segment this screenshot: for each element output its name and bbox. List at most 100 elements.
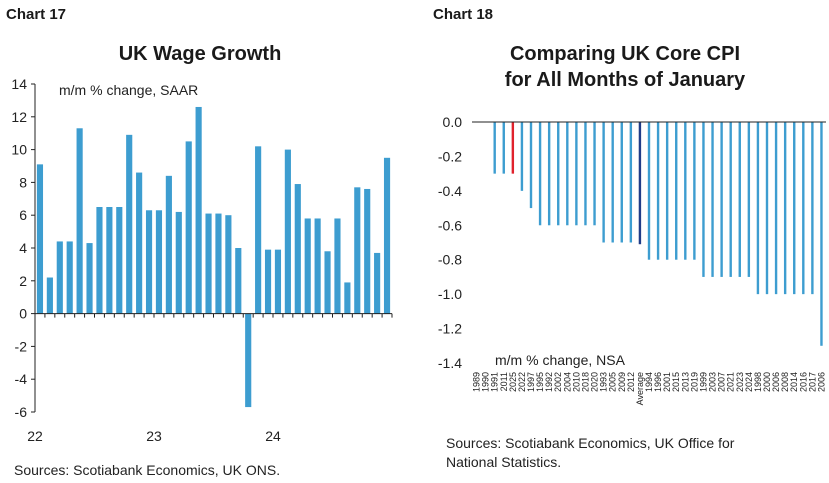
chart18-x-label: 2002 [553, 372, 563, 392]
chart18-bar [711, 122, 714, 277]
chart17-bar [195, 106, 202, 314]
chart17-bar [294, 184, 301, 314]
chart18-x-label: 2004 [562, 372, 572, 392]
chart18-title-line1: Comparing UK Core CPI [509, 43, 741, 65]
chart17-bar [245, 313, 252, 408]
chart17-y-tick-label: -6 [15, 404, 28, 420]
chart18-y-tick-label: -1.4 [438, 355, 462, 371]
chart18-x-label: 2019 [689, 372, 699, 392]
chart17-bar [185, 141, 192, 314]
chart18-x-label: 2018 [580, 372, 590, 392]
chart18-y-tick-label: -1.2 [438, 321, 462, 337]
chart17-bar [86, 243, 93, 314]
chart17-bar [126, 134, 133, 314]
chart18-bar [756, 122, 760, 295]
chart18-x-label: Average [635, 372, 645, 405]
chart18-x-label: 1993 [599, 372, 609, 392]
chart17-bar [264, 249, 272, 314]
chart18-y-tick-label: 0.0 [443, 114, 463, 130]
chart17-y-tick-label: 2 [19, 273, 27, 289]
chart18-x-label: 1989 [472, 372, 482, 392]
chart17-y-tick-label: -4 [15, 371, 28, 387]
chart17-x-label: 23 [146, 428, 162, 444]
chart18-sources-line1: Sources: Scotiabank Economics, UK Office… [446, 435, 735, 451]
chart18-x-label: 2001 [662, 372, 672, 392]
chart17-bar [344, 282, 351, 314]
chart18-x-label: 2013 [680, 372, 690, 392]
chart17-bar [354, 187, 361, 314]
chart18-bar [538, 122, 542, 226]
chart17-y-tick-label: 12 [11, 109, 27, 125]
chart18-bar [684, 122, 687, 260]
chart17-y-tick-label: 8 [19, 174, 27, 190]
chart18-bar [729, 122, 732, 277]
chart18-bar [738, 122, 741, 277]
chart18-bar [665, 122, 669, 260]
chart17-bar [116, 207, 123, 314]
chart18-y-tick-label: -0.2 [438, 148, 462, 164]
chart18-bar [765, 122, 769, 295]
chart18-bar [793, 122, 796, 295]
chart18-y-tick-label: -0.4 [438, 183, 462, 199]
chart18-y-tick-label: -1.0 [438, 286, 462, 302]
chart18-bar [802, 122, 805, 295]
chart17-bar [304, 218, 311, 314]
chart17-bar [46, 277, 53, 314]
chart18-x-label: 2021 [726, 372, 736, 392]
chart18-bar [656, 122, 660, 260]
chart18-bar [575, 122, 578, 226]
chart18-x-label: 2022 [517, 372, 527, 392]
chart17-bar [284, 149, 291, 314]
chart18-bar [529, 122, 533, 209]
chart18-x-label: 1991 [490, 372, 500, 392]
chart18-bar [602, 122, 605, 243]
chart17-title: UK Wage Growth [118, 43, 282, 65]
chart18-bar [502, 122, 505, 174]
chart17-bar [36, 164, 44, 314]
chart18-bar [520, 122, 524, 191]
chart17-bar [324, 251, 331, 314]
chart18-x-label: 2011 [499, 372, 509, 391]
chart18-x-label: 2025 [508, 372, 518, 392]
chart17-bar [56, 241, 63, 314]
chart17-annotation: m/m % change, SAAR [59, 82, 198, 98]
chart18-bar [693, 122, 696, 260]
chart18-title: Comparing UK Core CPI for All Months of … [470, 41, 780, 93]
chart18-bar [593, 122, 596, 226]
chart18-bar [720, 122, 723, 277]
chart17-bar [314, 218, 321, 314]
chart17-label: Chart 17 [6, 6, 67, 23]
chart18-x-label: 2016 [798, 372, 808, 392]
chart18-bar [557, 122, 560, 226]
chart18-x-label: 2007 [717, 372, 727, 392]
chart18-bar [511, 122, 515, 174]
chart18-bar [629, 122, 633, 243]
chart18-bar [638, 122, 642, 245]
chart18-x-label: 2014 [789, 372, 799, 392]
chart17-bar [274, 249, 282, 314]
chart18-x-label: 1992 [544, 372, 554, 392]
chart17-bar [215, 213, 222, 314]
chart18-x-label: 2008 [780, 372, 790, 392]
chart17-bar [235, 248, 242, 314]
chart18-bar [747, 122, 751, 277]
chart18-x-label: 2024 [744, 372, 754, 392]
chart18-sources-line2: National Statistics. [446, 454, 562, 470]
chart17-bar [255, 146, 262, 314]
chart18-x-label: 2020 [590, 372, 600, 392]
chart18-bar [566, 122, 569, 226]
chart17-bar [66, 241, 73, 314]
chart18-x-label: 2005 [608, 372, 618, 392]
chart17-bar [145, 210, 153, 314]
chart18-bar [811, 122, 814, 295]
chart17-bar [175, 211, 182, 314]
chart18-bar [620, 122, 623, 243]
chart17-bar [383, 157, 391, 314]
chart17-sources: Sources: Scotiabank Economics, UK ONS. [14, 462, 281, 478]
chart17-bar [96, 207, 103, 314]
chart17-bar [155, 210, 163, 314]
chart18-x-label: 2000 [762, 372, 772, 392]
chart17-x-label: 24 [265, 428, 281, 444]
chart18-bar [702, 122, 705, 277]
